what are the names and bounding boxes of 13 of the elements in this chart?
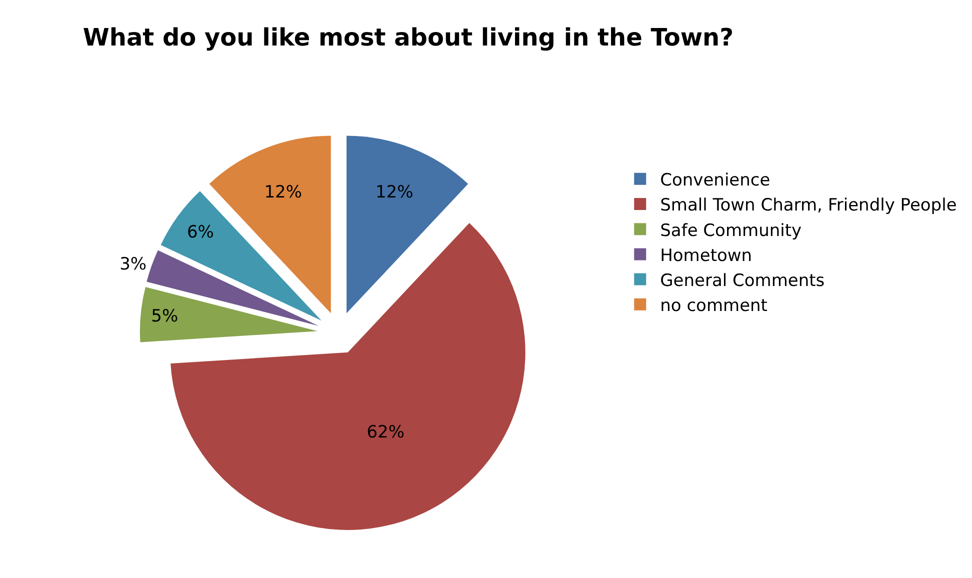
chart-title: What do you like most about living in the Town? [82,24,734,52]
data-label: 6% [186,222,214,243]
legend-label: General Comments [660,270,825,291]
data-label: 5% [151,306,178,327]
legend-label: no comment [660,296,768,316]
data-label: 3% [120,254,147,275]
data-label: 62% [366,422,404,443]
legend-label: Convenience [660,170,770,191]
data-label: 12% [375,182,414,203]
legend-label: Safe Community [660,220,802,241]
data-label: 12% [264,182,302,203]
legend-label: Hometown [660,246,752,266]
legend-label: Small Town Charm, Friendly People [660,196,957,216]
